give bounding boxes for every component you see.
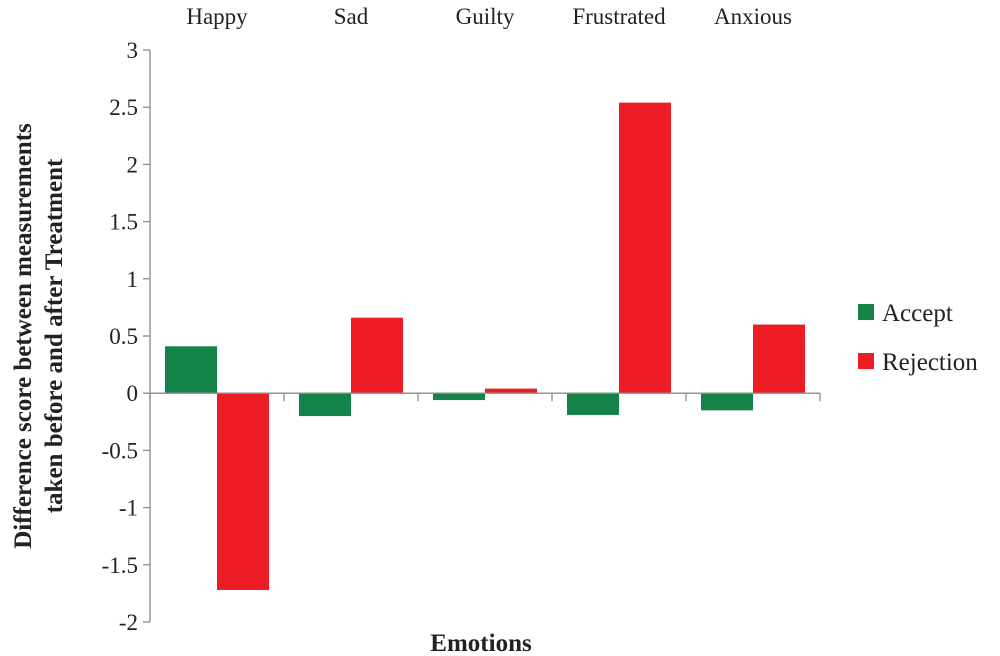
bar-rejection-happy [217,393,269,590]
bar-rejection-guilty [485,388,537,394]
y-axis-title-line-2: taken before and after Treatment [41,158,68,513]
legend-label-rejection: Rejection [882,349,978,376]
y-tick-label: 1.5 [109,210,138,235]
category-label: Sad [334,4,369,29]
bar-rejection-sad [351,317,403,394]
y-tick-label: 0 [127,381,139,406]
bar-accept-sad [299,393,351,417]
category-label: Anxious [714,4,792,29]
legend-swatch-rejection [858,353,874,369]
y-axis-ticks: 3 2.5 2 1.5 1 0.5 0 -0.5 -1 -1.5 -2 [102,38,150,635]
legend-label-accept: Accept [882,300,953,327]
y-tick-label: -1.5 [102,553,138,578]
bar-accept-frustrated [567,393,619,415]
legend: Accept Rejection [858,300,978,376]
y-tick-label: 2 [127,152,139,177]
y-tick-label: -1 [119,496,138,521]
y-axis-title-line-1: Difference score between measurements [10,123,37,549]
y-axis-title: Difference score between measurements ta… [10,123,68,549]
y-tick-label: -0.5 [102,438,138,463]
y-tick-label: 2.5 [109,95,138,120]
y-tick-label: 0.5 [109,324,138,349]
bar-accept-happy [165,346,217,394]
bar-accept-guilty [433,393,485,401]
legend-swatch-accept [858,304,874,320]
bar-accept-anxious [701,393,753,411]
bar-rejection-frustrated [619,102,671,394]
category-labels: Happy Sad Guilty Frustrated Anxious [186,4,792,29]
category-label: Guilty [456,4,515,29]
x-axis-title: Emotions [430,630,532,656]
category-label: Happy [186,4,248,29]
y-tick-label: -2 [119,610,138,635]
bars [165,102,805,590]
y-tick-label: 3 [127,38,139,63]
bar-rejection-anxious [753,324,805,394]
category-label: Frustrated [572,4,666,29]
y-tick-label: 1 [127,267,139,292]
